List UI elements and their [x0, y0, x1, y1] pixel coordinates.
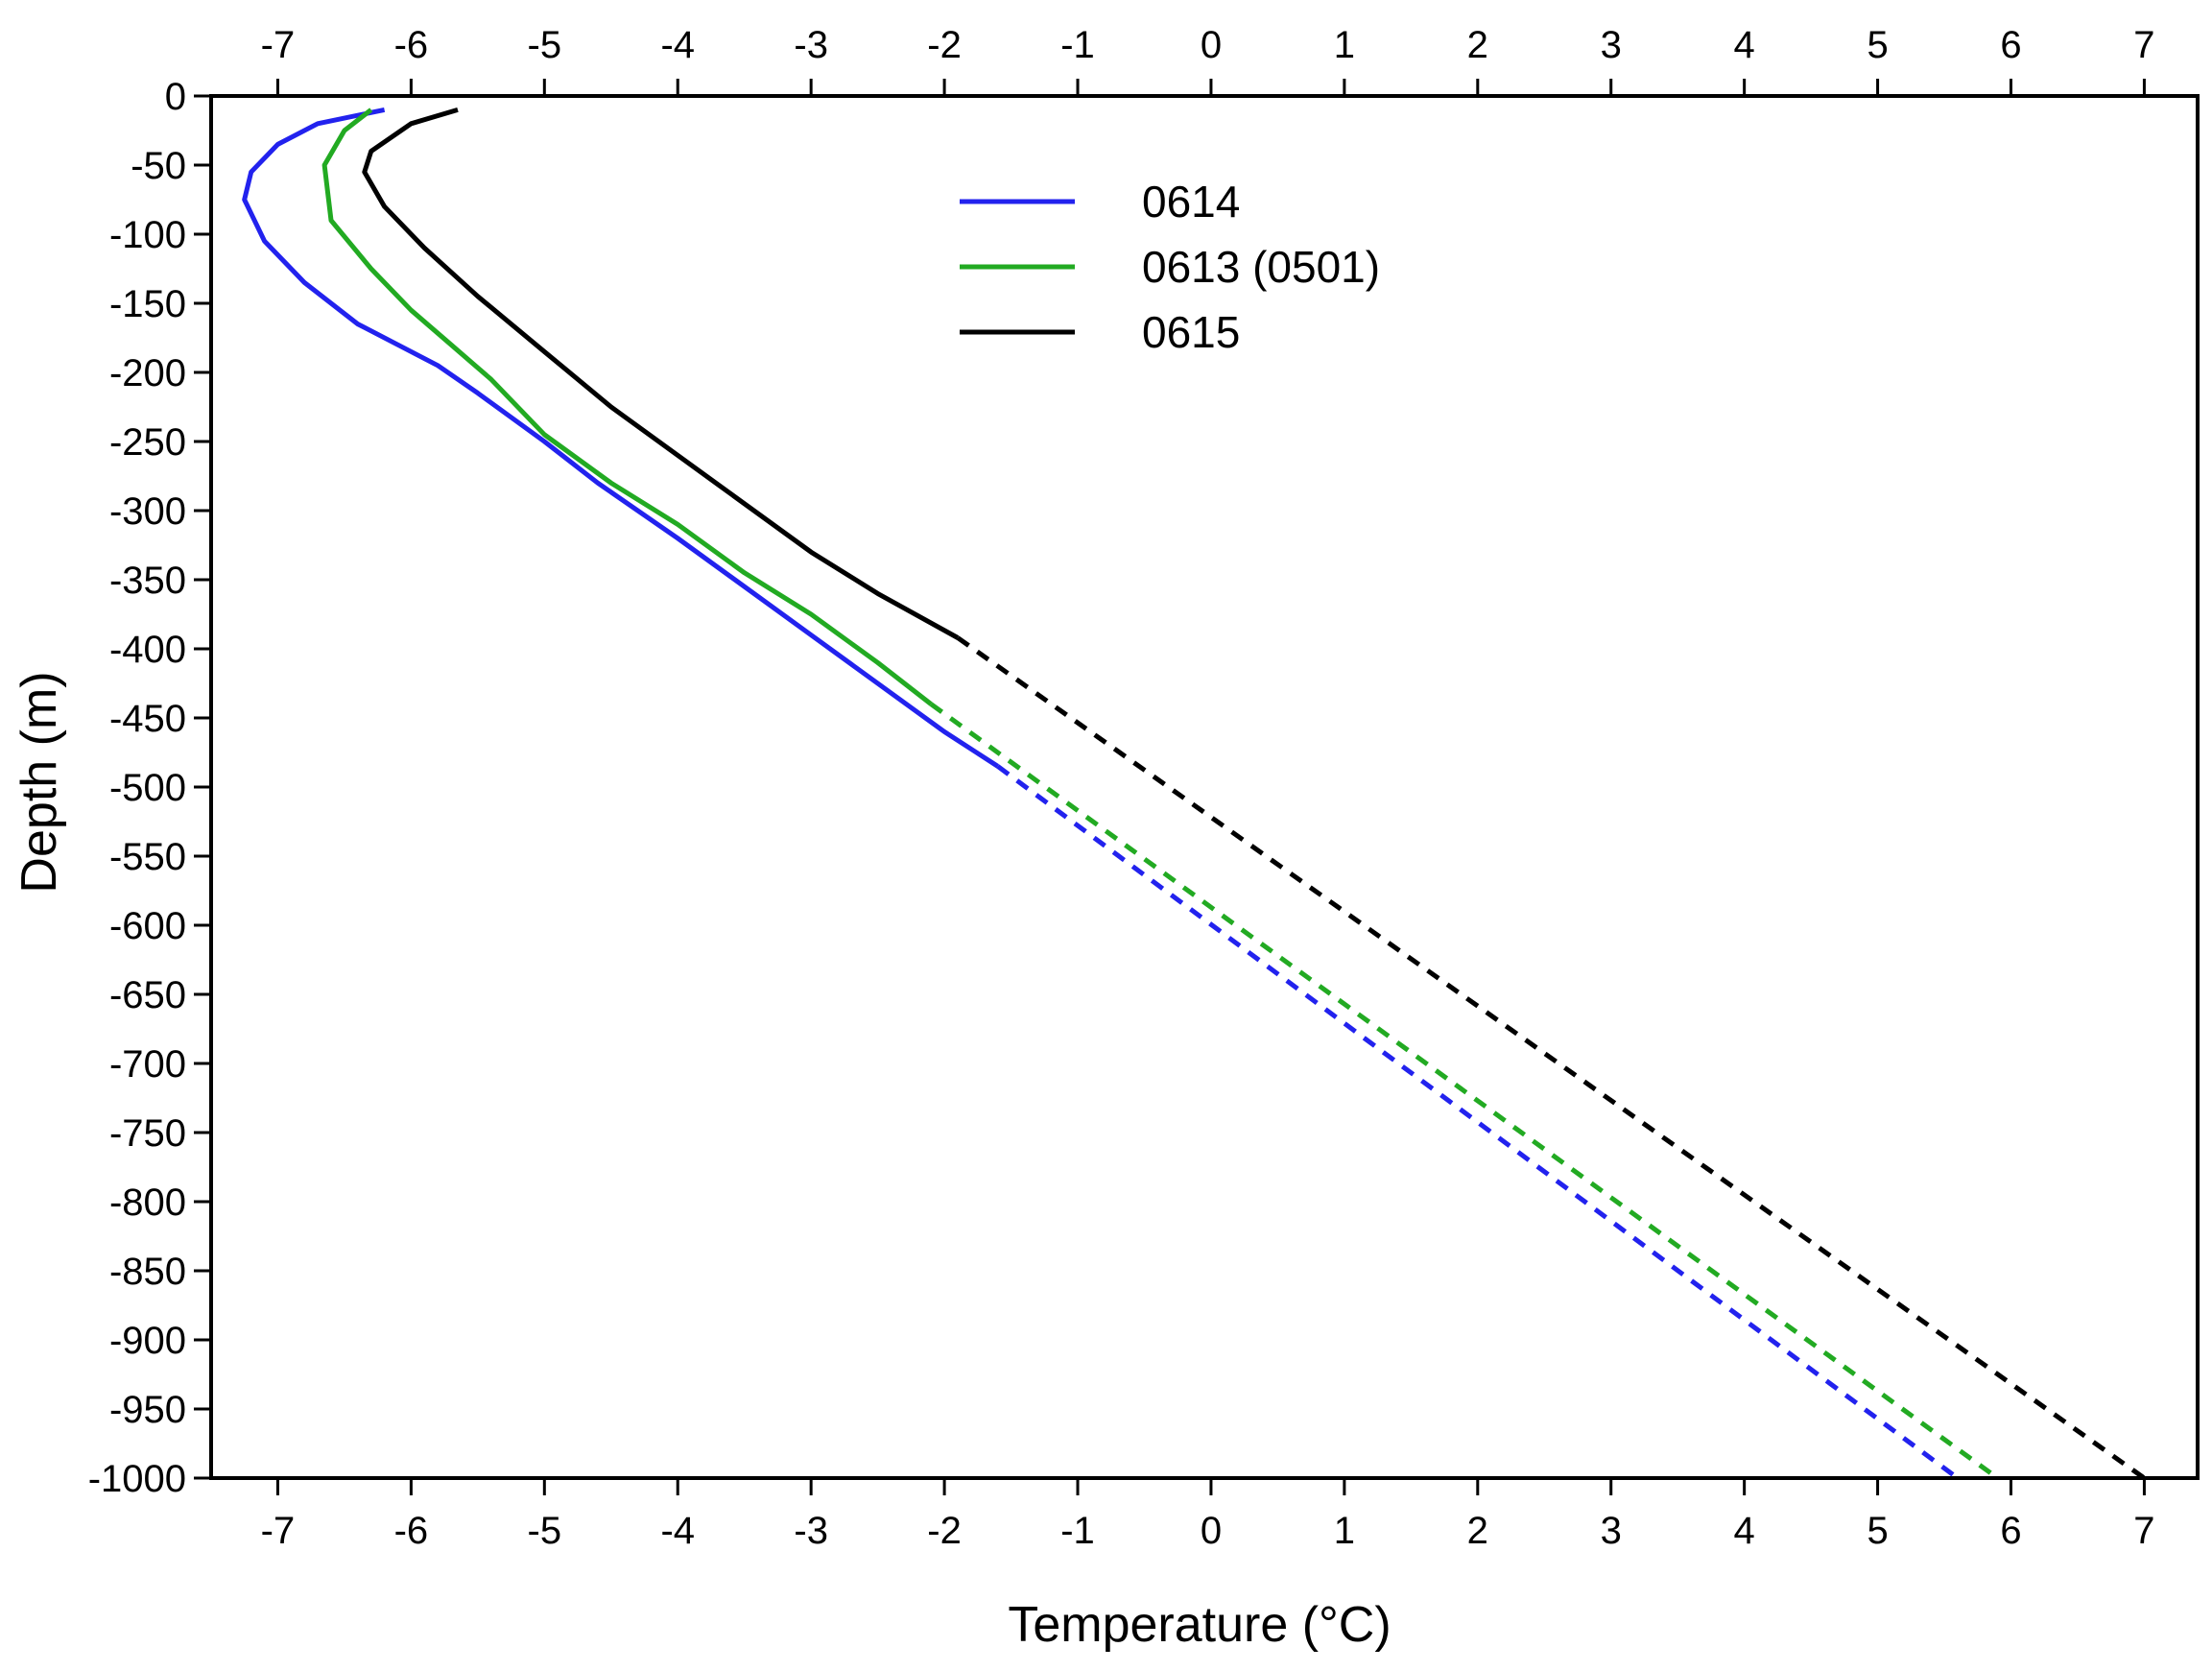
y-tick-label: -550: [109, 836, 186, 878]
y-axis-title: Depth (m): [12, 671, 67, 893]
x-tick-label-bottom: 5: [1867, 1510, 1888, 1552]
x-tick-label-bottom: 4: [1734, 1510, 1755, 1552]
legend-label-0615: 0615: [1142, 307, 1240, 357]
x-tick-label-bottom: -3: [794, 1510, 828, 1552]
y-tick-label: -900: [109, 1320, 186, 1362]
x-tick-label-bottom: 6: [2000, 1510, 2021, 1552]
y-tick-label: -300: [109, 490, 186, 533]
y-tick-label: -800: [109, 1182, 186, 1224]
y-tick-label: -500: [109, 767, 186, 809]
y-tick-label: -950: [109, 1389, 186, 1431]
x-tick-label-bottom: 1: [1334, 1510, 1355, 1552]
x-tick-label-bottom: 7: [2133, 1510, 2154, 1552]
ticks-layer: -7-7-6-6-5-5-4-4-3-3-2-2-1-1001122334455…: [88, 24, 2155, 1552]
x-tick-label-top: 7: [2133, 24, 2154, 66]
x-tick-label-bottom: -4: [660, 1510, 695, 1552]
x-tick-label-bottom: 0: [1201, 1510, 1222, 1552]
y-tick-label: -600: [109, 905, 186, 947]
legend: 0614 0613 (0501) 0615: [960, 177, 1380, 357]
y-tick-label: -150: [109, 283, 186, 325]
x-tick-label-top: 1: [1334, 24, 1355, 66]
series-extrapolated-0613 (0501): [929, 702, 2000, 1481]
y-tick-label: -50: [131, 145, 186, 187]
x-tick-label-top: 0: [1201, 24, 1222, 66]
y-tick-label: -650: [109, 974, 186, 1016]
legend-label-0614: 0614: [1142, 177, 1240, 227]
x-tick-label-bottom: -1: [1060, 1510, 1095, 1552]
x-tick-label-top: -4: [660, 24, 695, 66]
x-tick-label-bottom: 3: [1601, 1510, 1622, 1552]
x-tick-label-top: 5: [1867, 24, 1888, 66]
x-tick-label-top: -5: [528, 24, 562, 66]
legend-label-0613 (0501): 0613 (0501): [1142, 242, 1380, 292]
x-axis-title: Temperature (°C): [1008, 1597, 1391, 1653]
y-tick-label: -700: [109, 1043, 186, 1086]
y-tick-label: -1000: [88, 1458, 186, 1500]
series-line-0615: [362, 107, 960, 640]
x-tick-label-top: -3: [794, 24, 828, 66]
series-line-0614: [242, 107, 1000, 769]
y-tick-label: -250: [109, 421, 186, 464]
y-tick-label: -350: [109, 560, 186, 602]
y-tick-label: -450: [109, 698, 186, 740]
x-tick-label-bottom: -2: [927, 1510, 962, 1552]
series-extrapolated-0614: [996, 764, 1960, 1481]
x-tick-label-top: 6: [2000, 24, 2021, 66]
x-tick-label-bottom: 2: [1467, 1510, 1488, 1552]
y-tick-label: 0: [165, 76, 186, 118]
x-tick-label-top: -1: [1060, 24, 1095, 66]
x-tick-label-top: -7: [261, 24, 296, 66]
series-layer: [242, 107, 2146, 1481]
series-extrapolated-0615: [956, 635, 2146, 1481]
plot-frame: [209, 94, 2200, 1480]
x-tick-label-top: -2: [927, 24, 962, 66]
x-tick-label-top: 3: [1601, 24, 1622, 66]
y-tick-label: -400: [109, 629, 186, 671]
x-tick-label-top: -6: [394, 24, 429, 66]
y-tick-label: -100: [109, 214, 186, 256]
x-tick-label-bottom: -6: [394, 1510, 429, 1552]
x-tick-label-bottom: -7: [261, 1510, 296, 1552]
series-line-0613 (0501): [321, 107, 933, 706]
x-tick-label-top: 2: [1467, 24, 1488, 66]
y-tick-label: -750: [109, 1112, 186, 1155]
y-tick-label: -200: [109, 352, 186, 394]
x-tick-label-top: 4: [1734, 24, 1755, 66]
x-tick-label-bottom: -5: [528, 1510, 562, 1552]
y-tick-label: -850: [109, 1251, 186, 1293]
